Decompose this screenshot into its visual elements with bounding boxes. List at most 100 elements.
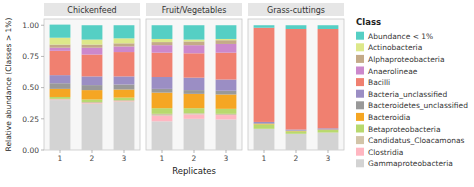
bar-segment [82,103,103,105]
bar-segment [318,129,339,130]
bar-segment [50,100,71,150]
bar-segment [286,130,307,131]
x-tick-label: 3 [224,154,229,163]
bar-segment [286,134,307,150]
x-tick-label: 1 [58,154,63,163]
bar-segment [152,45,173,52]
legend-swatch [356,125,364,133]
x-tick-label: 2 [192,154,197,163]
bar-segment [152,121,173,150]
bar-segment [152,25,173,39]
bar-segment [216,114,237,115]
bar-segment [152,39,173,42]
bar-segment [114,101,135,103]
bar-segment [152,108,173,114]
legend-swatch [356,90,364,98]
bar-segment [184,53,205,77]
y-tick [41,87,44,88]
bar-segment [286,130,307,131]
bar-segment [318,133,339,150]
bar-segment [216,39,237,40]
bar-segment [184,25,205,39]
x-tick-label: 1 [262,154,267,163]
x-tick [328,150,329,153]
bar-segment [184,113,205,114]
legend-entry: Abundance < 1% [368,32,433,41]
bar-segment [286,25,307,29]
bar-segment [184,114,205,118]
bar-segment [216,53,237,80]
x-axis-label: Replicates [172,166,216,176]
legend-entry: Bacilli [368,78,390,87]
bar-segment [50,45,71,48]
bar-segment [82,104,103,150]
legend-entry: Bacteroidia [368,113,410,122]
facet-title: Grass-cuttings [267,6,325,15]
y-tick-label: 0.00 [22,146,39,155]
legend-swatch [356,136,364,144]
x-tick-label: 1 [160,154,165,163]
bar-segment [152,42,173,45]
legend-swatch [356,159,364,167]
bar-segment [216,94,237,108]
bar-segment [152,93,173,109]
bar-segment [254,122,275,123]
bar-segment [184,90,205,94]
bar-segment [184,94,205,108]
legend-swatch [356,101,364,109]
bar-segment [318,130,339,132]
x-tick-label: 2 [294,154,299,163]
facet-panel: Fruit/Vegetables123 [146,3,242,163]
x-tick [296,150,297,153]
bar-segment [114,76,135,84]
bar-segment [152,53,173,77]
bar-segment [152,77,173,89]
x-tick [194,150,195,153]
bar-segment [114,89,135,97]
bar-segment [184,40,205,42]
chart: Chickenfeed0.000.250.500.751.00123Relati… [0,0,474,187]
legend-entry: Alphaproteobacteria [368,55,445,64]
legend-title: Class [356,17,381,27]
bar-segment [254,123,275,125]
y-tick [41,150,44,151]
legend-swatch [356,148,364,156]
x-tick [92,150,93,153]
bar-segment [152,116,173,122]
bar-segment [50,48,71,51]
bar-segment [114,52,135,76]
legend-swatch [356,32,364,40]
bars [152,25,237,150]
legend-entry: Candidatus_Cloacamonas [368,136,465,145]
bar-segment [50,51,71,75]
bar-segment [82,76,103,85]
legend-swatch [356,67,364,75]
bar-segment [184,78,205,90]
x-tick [60,150,61,153]
y-tick [41,118,44,119]
y-axis-label: Relative abundance (Classes > 1%) [4,18,13,152]
y-tick [41,25,44,26]
bars [50,25,135,150]
bar-segment [114,43,135,46]
y-tick-label: 0.75 [22,52,39,61]
legend-swatch [356,43,364,51]
bar-segment [216,25,237,39]
facet-panel: Chickenfeed0.000.250.500.751.00123 [22,3,140,163]
bar-segment [184,108,205,113]
bar-segment [50,99,71,101]
bar-segment [184,45,205,53]
x-tick [264,150,265,153]
bar-segment [114,85,135,90]
bar-segment [216,119,237,150]
bar-segment [254,28,275,122]
legend-entry: Betaproteobacteria [368,125,441,134]
bar-segment [50,97,71,99]
legend: ClassAbundance < 1%ActinobacteriaAlphapr… [356,17,468,168]
bar-segment [114,98,135,100]
bar-segment [216,109,237,114]
legend-entry: Bacteroidetes_unclassified [368,101,468,110]
bar-segment [184,119,205,150]
legend-swatch [356,78,364,86]
y-tick [41,56,44,57]
